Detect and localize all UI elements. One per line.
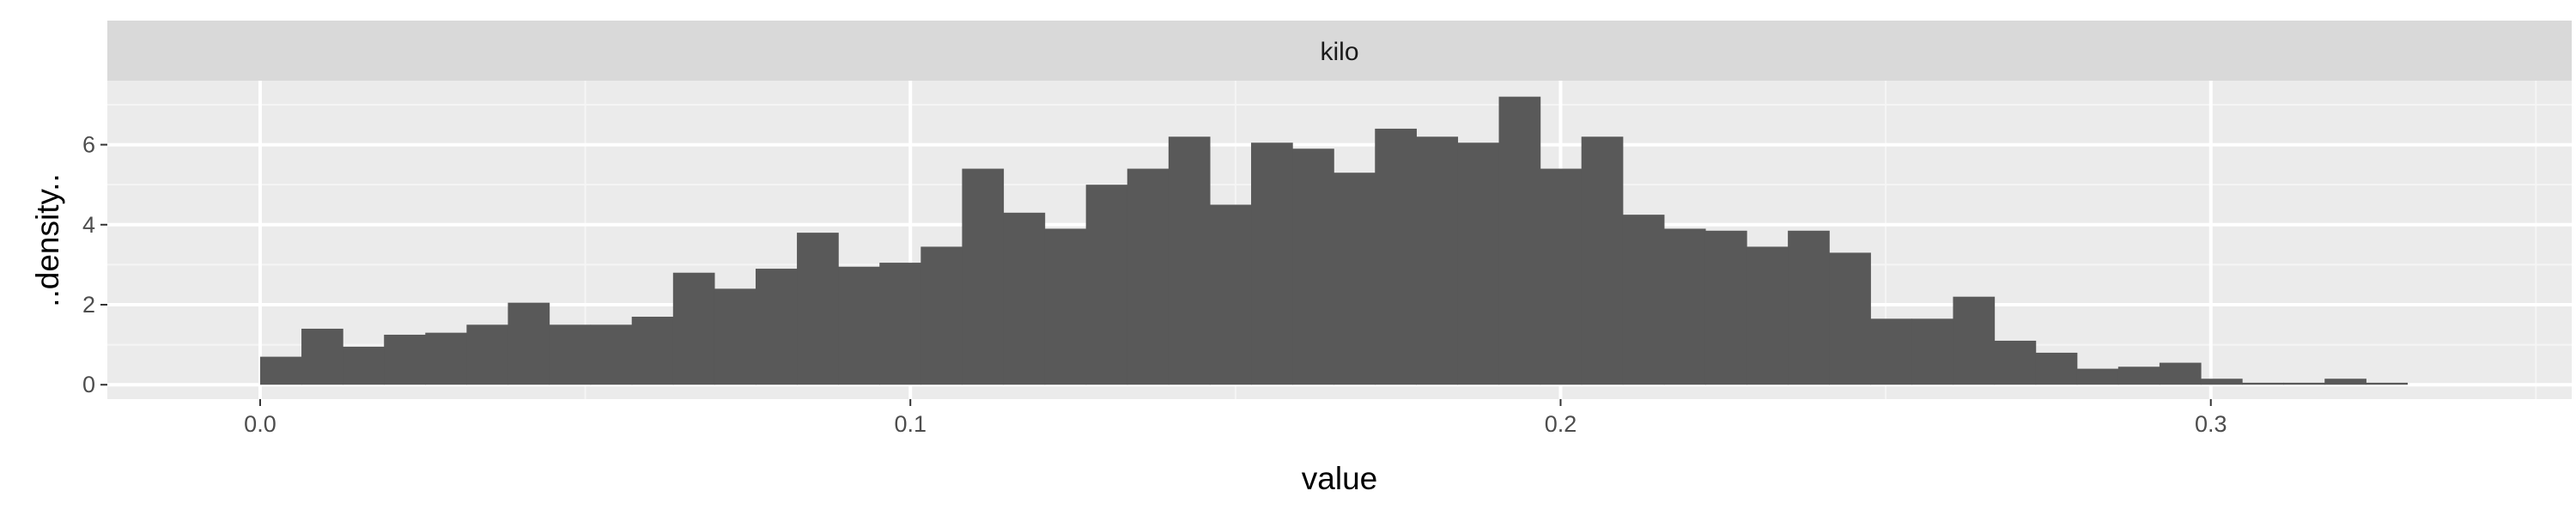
histogram-bar xyxy=(714,288,756,385)
histogram-bar xyxy=(1085,185,1128,385)
histogram-bar xyxy=(1540,168,1583,385)
histogram-bar xyxy=(1663,228,1706,385)
histogram-bar xyxy=(1292,148,1334,385)
histogram-bar xyxy=(549,324,592,385)
histogram-bar xyxy=(1747,246,1789,385)
histogram-bar xyxy=(590,324,633,385)
facet-strip-label: kilo xyxy=(1320,38,1358,66)
histogram-bar xyxy=(343,346,385,385)
histogram-bar xyxy=(1829,252,1871,385)
histogram-bar xyxy=(920,246,963,385)
histogram-bar xyxy=(2076,368,2119,385)
histogram-bar xyxy=(259,356,302,385)
histogram-bar xyxy=(425,332,467,385)
histogram-bar xyxy=(1209,204,1252,385)
histogram-bar xyxy=(1498,96,1541,385)
histogram-bar xyxy=(1003,212,1046,385)
histogram-bar xyxy=(1870,318,1912,385)
y-tick-label: 2 xyxy=(82,292,95,318)
histogram-bar xyxy=(384,334,426,385)
histogram-bar xyxy=(1622,215,1665,385)
x-tick-label: 0.2 xyxy=(1545,411,1577,437)
y-axis: 0 2 4 6 xyxy=(82,132,107,397)
histogram-bar xyxy=(797,233,839,385)
x-tick-label: 0.1 xyxy=(894,411,927,437)
x-tick-label: 0.3 xyxy=(2195,411,2227,437)
x-tick-label: 0.0 xyxy=(244,411,276,437)
histogram-bar xyxy=(631,316,674,385)
y-tick-label: 0 xyxy=(82,372,95,397)
histogram-bar xyxy=(301,328,343,385)
x-axis-title: value xyxy=(1302,461,1377,496)
histogram-bar xyxy=(466,324,509,385)
histogram-bar xyxy=(1994,340,2037,385)
histogram-bar xyxy=(755,269,798,385)
histogram-bar xyxy=(1788,230,1830,385)
histogram-bar xyxy=(838,266,880,385)
y-axis-title: ..density.. xyxy=(30,173,65,307)
histogram-bar xyxy=(2200,379,2243,385)
histogram-bar xyxy=(1704,230,1747,385)
histogram-bar xyxy=(1127,168,1170,385)
histogram-bar xyxy=(1416,136,1459,385)
histogram-bar xyxy=(2159,362,2202,385)
histogram-bar xyxy=(1375,128,1417,385)
histogram-bar xyxy=(2035,352,2078,385)
histogram-bar xyxy=(1334,173,1376,385)
histogram-bar xyxy=(1581,136,1624,385)
x-axis: 0.0 0.1 0.2 0.3 xyxy=(244,399,2227,437)
y-tick-label: 4 xyxy=(82,212,95,238)
histogram-bar xyxy=(507,302,550,385)
histogram-bar xyxy=(672,272,715,385)
histogram-bar xyxy=(2242,382,2284,385)
histogram-bar xyxy=(1251,142,1293,385)
histogram-bar xyxy=(2366,382,2409,385)
histogram-bar xyxy=(1044,228,1087,385)
histogram-bar xyxy=(1168,136,1211,385)
histogram-bar xyxy=(2117,367,2160,385)
histogram-bar xyxy=(1953,296,1996,385)
histogram-bar xyxy=(879,263,921,385)
histogram-bar xyxy=(1911,318,1954,385)
histogram-bar xyxy=(2324,379,2366,385)
histogram-bar xyxy=(962,168,1005,385)
y-tick-label: 6 xyxy=(82,132,95,158)
histogram-bar xyxy=(1457,142,1500,385)
histogram-bars xyxy=(259,96,2409,385)
histogram-bar xyxy=(2283,382,2325,385)
facet-strip xyxy=(107,21,2572,81)
